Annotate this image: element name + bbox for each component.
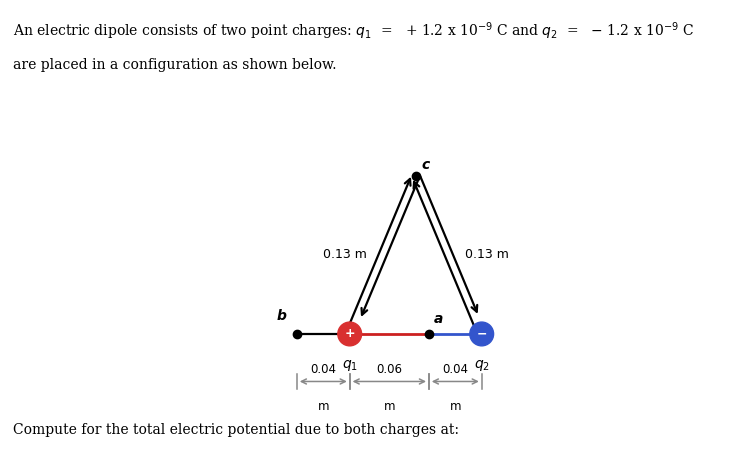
Text: are placed in a configuration as shown below.: are placed in a configuration as shown b… bbox=[13, 58, 337, 72]
Circle shape bbox=[338, 322, 362, 346]
Text: m: m bbox=[383, 400, 395, 413]
Text: Compute for the total electric potential due to both charges at:: Compute for the total electric potential… bbox=[13, 423, 459, 437]
Text: 0.13 m: 0.13 m bbox=[465, 248, 509, 261]
Text: +: + bbox=[344, 328, 355, 340]
Text: 0.04: 0.04 bbox=[442, 363, 468, 376]
Text: 0.13 m: 0.13 m bbox=[323, 248, 367, 261]
Text: $q_1$: $q_1$ bbox=[341, 358, 358, 373]
Text: a: a bbox=[434, 312, 444, 326]
Text: 0.06: 0.06 bbox=[376, 363, 403, 376]
Text: An electric dipole consists of two point charges: $q_1$  =   + 1.2 x 10$^{-9}$ C: An electric dipole consists of two point… bbox=[13, 21, 695, 43]
Text: 0.04: 0.04 bbox=[310, 363, 336, 376]
Text: $q_2$: $q_2$ bbox=[474, 358, 490, 373]
Text: b: b bbox=[276, 310, 286, 323]
Circle shape bbox=[470, 322, 494, 346]
Text: m: m bbox=[317, 400, 329, 413]
Text: m: m bbox=[450, 400, 461, 413]
Text: −: − bbox=[477, 328, 487, 340]
Text: c: c bbox=[421, 158, 430, 171]
